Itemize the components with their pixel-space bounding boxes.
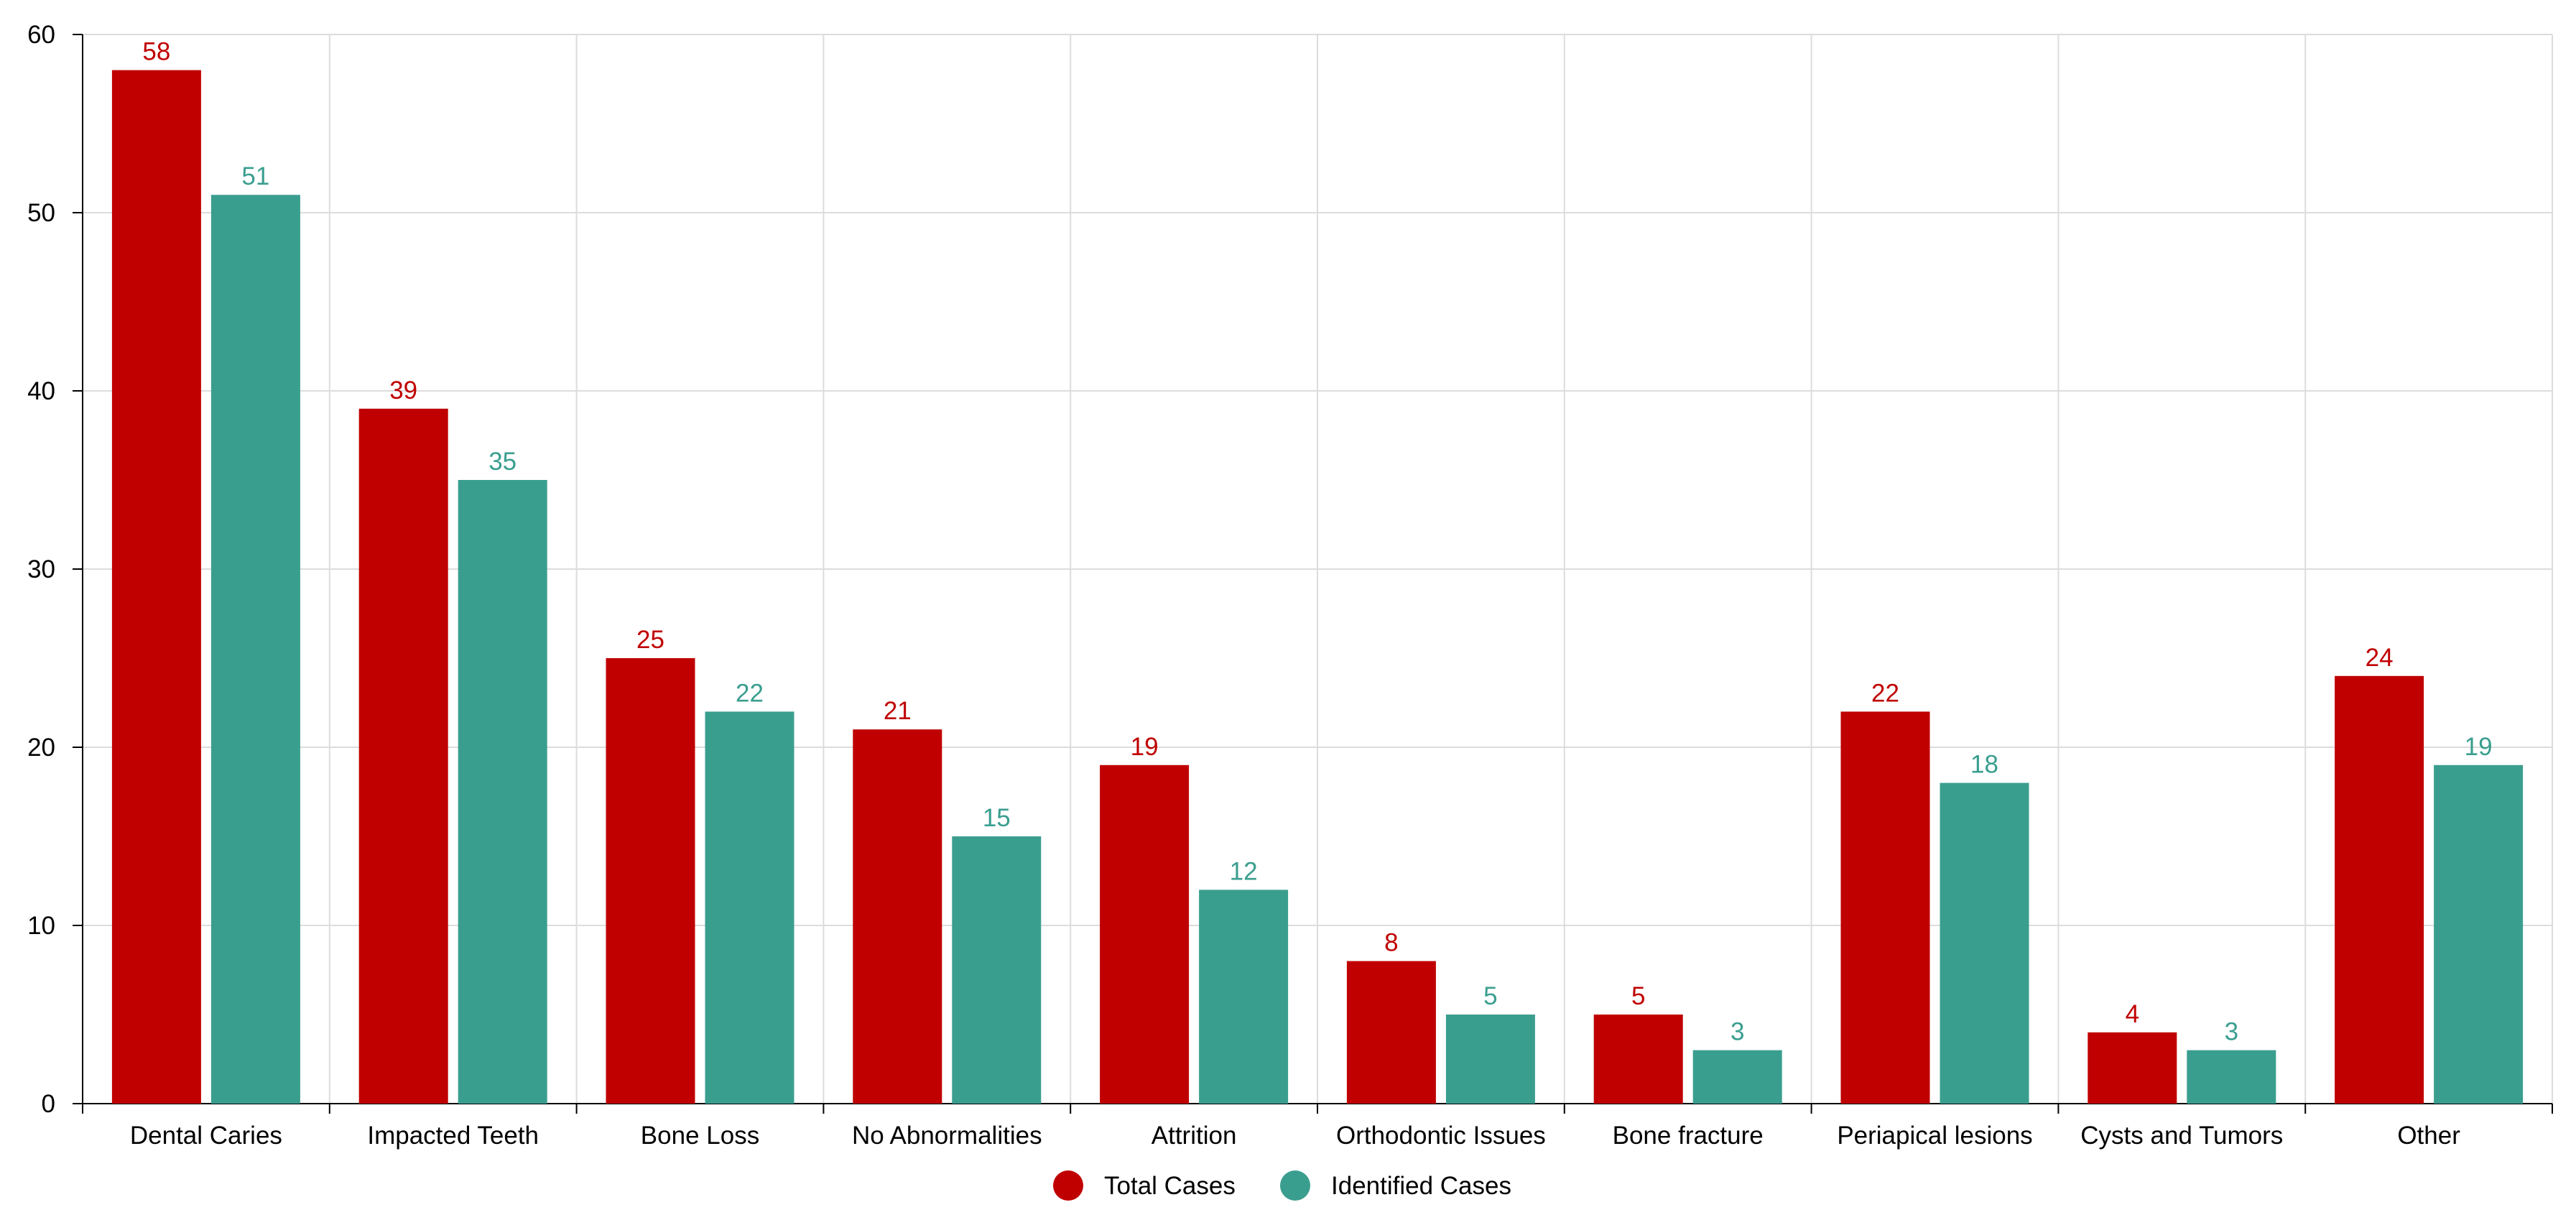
bar-identified-cases — [210, 195, 300, 1104]
bar-identified-cases — [2434, 764, 2524, 1104]
y-tick-label: 20 — [27, 734, 55, 762]
data-label-total-cases: 39 — [389, 376, 417, 405]
data-label-identified-cases: 3 — [2225, 1018, 2238, 1046]
data-label-identified-cases: 22 — [736, 679, 764, 707]
x-category-label: Periapical lesions — [1837, 1122, 2032, 1150]
legend: Total Cases Identified Cases — [1053, 1170, 1511, 1201]
labels: 58 39 25 21 19 8 5 22 4 24 51 35 22 15 12 5 3 18 3 19 — [142, 38, 2492, 1046]
data-label-total-cases: 24 — [2366, 644, 2394, 672]
bar-total-cases — [606, 658, 695, 1104]
bar-identified-cases — [1445, 1015, 1535, 1104]
data-label-identified-cases: 15 — [983, 804, 1011, 832]
data-label-identified-cases: 12 — [1230, 857, 1258, 885]
data-label-total-cases: 5 — [1631, 982, 1645, 1010]
data-label-identified-cases: 35 — [488, 448, 516, 476]
bar-identified-cases — [458, 480, 547, 1104]
legend-marker — [1053, 1170, 1083, 1201]
grid-lines — [83, 34, 2553, 1104]
data-label-identified-cases: 5 — [1483, 982, 1497, 1010]
bar-identified-cases — [1199, 890, 1289, 1104]
bar-total-cases — [2335, 675, 2424, 1104]
x-category-label: Orthodontic Issues — [1336, 1122, 1546, 1150]
bar-total-cases — [1593, 1015, 1683, 1104]
bar-total-cases — [853, 729, 942, 1104]
data-label-total-cases: 21 — [884, 697, 912, 725]
bar-identified-cases — [705, 711, 794, 1104]
bar-total-cases — [2088, 1032, 2177, 1104]
data-label-total-cases: 8 — [1384, 929, 1398, 957]
data-label-total-cases: 22 — [1871, 679, 1899, 707]
data-label-identified-cases: 18 — [1970, 751, 1998, 779]
x-category-label: No Abnormalities — [852, 1122, 1042, 1150]
x-category-label: Other — [2397, 1122, 2460, 1150]
legend-label: Total Cases — [1104, 1172, 1236, 1200]
x-category-label: Attrition — [1152, 1122, 1237, 1150]
y-tick-label: 40 — [27, 377, 55, 405]
bar-identified-cases — [2187, 1050, 2276, 1104]
bar-total-cases — [358, 408, 448, 1104]
data-label-total-cases: 4 — [2126, 1000, 2139, 1028]
x-category-label: Dental Caries — [130, 1122, 282, 1150]
y-tick-label: 30 — [27, 555, 55, 583]
legend-marker — [1280, 1170, 1310, 1201]
bars — [111, 70, 2524, 1104]
data-label-total-cases: 58 — [142, 38, 170, 66]
y-tick-label: 50 — [27, 199, 55, 227]
x-category-label: Bone fracture — [1613, 1122, 1764, 1150]
data-label-identified-cases: 3 — [1731, 1018, 1744, 1046]
y-tick-label: 10 — [27, 912, 55, 940]
bar-identified-cases — [1692, 1050, 1782, 1104]
bar-identified-cases — [952, 836, 1042, 1104]
data-label-total-cases: 19 — [1131, 733, 1159, 761]
x-category-label: Bone Loss — [641, 1122, 759, 1150]
legend-label: Identified Cases — [1331, 1172, 1511, 1200]
bar-total-cases — [1100, 764, 1190, 1104]
bar-total-cases — [1346, 961, 1436, 1104]
bar-total-cases — [1840, 711, 1930, 1104]
data-label-identified-cases: 19 — [2465, 733, 2493, 761]
bar-identified-cases — [1940, 782, 2029, 1104]
axes: 0 10 20 30 40 50 60 Dental Caries Impacted Teeth… — [27, 21, 2553, 1150]
data-label-total-cases: 25 — [636, 626, 664, 654]
bar-total-cases — [111, 70, 201, 1104]
y-tick-label: 0 — [42, 1090, 55, 1118]
x-category-label: Cysts and Tumors — [2080, 1122, 2283, 1150]
x-category-label: Impacted Teeth — [367, 1122, 539, 1150]
y-tick-label: 60 — [27, 21, 55, 49]
data-label-identified-cases: 51 — [241, 162, 269, 190]
